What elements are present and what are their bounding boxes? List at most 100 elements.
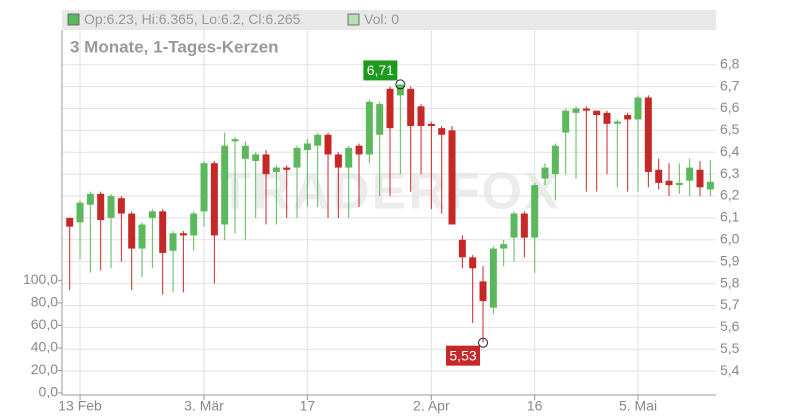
x-tick-label: 17 <box>300 398 316 414</box>
annotation-marker <box>478 337 489 348</box>
legend-swatch <box>67 13 80 26</box>
candle-body <box>76 202 84 223</box>
candle-body <box>562 110 570 133</box>
candle-body <box>520 213 528 238</box>
y2-tick-label: 80,0 <box>31 294 58 310</box>
candle-body <box>479 281 487 302</box>
candle-body <box>169 233 177 251</box>
candle-body <box>159 211 167 253</box>
y2-tick-label: 20,0 <box>31 361 58 377</box>
y-tick-label: 6,8 <box>720 55 740 71</box>
candle-body <box>272 167 280 172</box>
candle-body <box>283 167 291 170</box>
candle-body <box>510 213 518 238</box>
y-tick-label: 5,7 <box>720 296 740 312</box>
candle-body <box>541 167 549 179</box>
y-tick-label: 6,4 <box>720 143 740 159</box>
candle-body <box>531 185 539 238</box>
candle-body <box>593 110 601 116</box>
y-tick-label: 5,8 <box>720 274 740 290</box>
y-tick-label: 5,6 <box>720 318 740 334</box>
candle-body <box>148 211 156 218</box>
y-tick-label: 6,0 <box>720 231 740 247</box>
x-tick-label: 2. Apr <box>413 398 450 414</box>
candle-body <box>179 233 187 236</box>
candle-body <box>334 154 342 168</box>
candle-body <box>231 139 239 142</box>
candle-body <box>190 213 198 236</box>
candle-body <box>128 213 136 249</box>
candle-body <box>613 121 621 124</box>
x-tick-label: 16 <box>527 398 543 414</box>
candle-body <box>696 169 704 188</box>
candle-body <box>572 108 580 113</box>
candle-body <box>210 163 218 236</box>
candle-body <box>345 147 353 168</box>
candle-body <box>200 163 208 212</box>
y2-tick-label: 100,0 <box>23 271 58 287</box>
candle-body <box>117 198 125 214</box>
candle-body <box>458 239 466 258</box>
candle-body <box>448 130 456 225</box>
candle-body <box>365 101 373 155</box>
candle-body <box>138 224 146 249</box>
candle-body <box>386 88 394 129</box>
candle-body <box>489 248 497 308</box>
legend-label: Vol: 0 <box>364 11 399 27</box>
y2-tick-label: 0,0 <box>39 384 59 400</box>
header-bar <box>62 10 716 30</box>
candle-body <box>706 181 714 190</box>
legend-swatch <box>347 13 360 26</box>
x-tick-label: 5. Mai <box>619 398 657 414</box>
y-tick-label: 5,4 <box>720 362 740 378</box>
candle-body <box>86 193 94 205</box>
candle-body <box>665 180 673 186</box>
candle-body <box>624 115 632 120</box>
y-tick-label: 6,1 <box>720 209 740 225</box>
annotation-box <box>363 60 398 81</box>
annotation-label: 5,53 <box>449 347 476 363</box>
y-tick-label: 5,5 <box>720 340 740 356</box>
candle-body <box>324 134 332 155</box>
candle-body <box>262 154 270 175</box>
candle-body <box>644 97 652 172</box>
y-tick-label: 6,2 <box>720 187 740 203</box>
legend-label: Op:6.23, Hi:6.365, Lo:6.2, Cl:6.265 <box>84 11 301 27</box>
y-tick-label: 6,7 <box>720 77 740 93</box>
candle-body <box>634 97 642 120</box>
candle-body <box>417 106 425 126</box>
candle-body <box>241 145 249 159</box>
candle-body <box>438 128 446 135</box>
annotation-label: 6,71 <box>367 62 394 78</box>
annotation-box <box>446 345 481 366</box>
candle-body <box>66 217 74 227</box>
candle-body <box>427 123 435 126</box>
x-tick-label: 13 Feb <box>58 398 102 414</box>
y-tick-label: 5,9 <box>720 252 740 268</box>
candle-body <box>97 193 105 221</box>
candle-body <box>355 145 363 155</box>
candle-body <box>221 145 229 225</box>
candle-body <box>293 147 301 168</box>
y-tick-label: 6,5 <box>720 121 740 137</box>
candle-body <box>469 257 477 269</box>
candle-body <box>407 88 415 126</box>
candle-body <box>582 108 590 111</box>
candle-body <box>396 84 404 96</box>
y-tick-label: 6,6 <box>720 99 740 115</box>
candle-body <box>303 143 311 151</box>
annotation-marker <box>395 79 406 90</box>
candle-body <box>376 104 384 135</box>
y2-tick-label: 60,0 <box>31 316 58 332</box>
candle-body <box>500 244 508 249</box>
chart-subtitle: 3 Monate, 1-Tages-Kerzen <box>70 37 278 56</box>
candle-body <box>314 134 322 146</box>
y2-tick-label: 40,0 <box>31 339 58 355</box>
x-tick-label: 3. Mär <box>184 398 224 414</box>
candle-body <box>252 154 260 162</box>
candle-body <box>551 145 559 175</box>
candle-body <box>107 196 115 218</box>
y-tick-label: 6,3 <box>720 165 740 181</box>
